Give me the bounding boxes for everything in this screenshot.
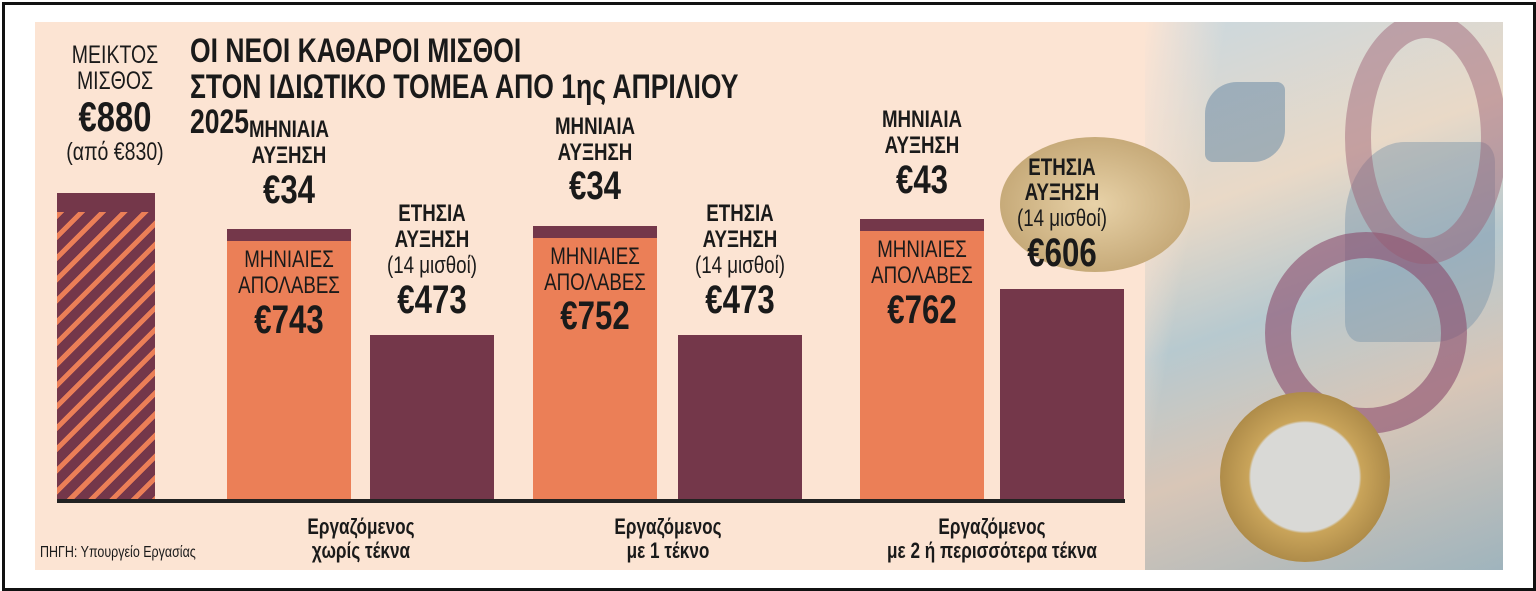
monthly-net-bar — [860, 219, 984, 500]
annual-increase-label-line-3: €606 — [1027, 231, 1097, 276]
x-axis-line — [57, 499, 1125, 503]
gross-label-2: ΜΙΣΘΟΣ — [76, 67, 154, 96]
annual-increase-label-line-1: ΑΥΞΗΣΗ — [1024, 179, 1100, 207]
monthly-increase-label-line-1: ΑΥΞΗΣΗ — [884, 131, 960, 159]
gross-salary-label: ΜΕΙΚΤΟΣ ΜΙΣΘΟΣ €880 (από €830) — [40, 42, 190, 165]
monthly-net-label-line-1: ΑΠΟΛΑΒΕΣ — [871, 261, 973, 289]
annual-increase-label-line-3: €473 — [397, 277, 467, 322]
annual-increase-bar — [1000, 288, 1124, 500]
monthly-increase-label-line-1: ΑΥΞΗΣΗ — [557, 138, 633, 166]
monthly-increase-label-line-2: €43 — [895, 157, 949, 202]
annual-increase-bar — [678, 334, 802, 500]
monthly-increase-label: ΜΗΝΙΑΙΑ ΑΥΞΗΣΗ €43 — [855, 107, 989, 202]
euro-coin-icon — [1220, 392, 1390, 562]
annual-increase-label: ΕΤΗΣΙΑ ΑΥΞΗΣΗ (14 μισθοί) €473 — [365, 201, 499, 322]
annual-increase-label-line-1: ΑΥΞΗΣΗ — [394, 225, 470, 253]
title-line-2: ΣΤΟΝ ΙΔΙΩΤΙΚΟ ΤΟΜΕΑ ΑΠΟ 1ης ΑΠΡΙΛΙΟΥ 202… — [190, 67, 739, 142]
category-label-line-1: με 2 ή περισσότερα τέκνα — [887, 537, 1097, 563]
gross-value: €880 — [78, 92, 152, 140]
category-label: Εργαζόμενος με 2 ή περισσότερα τέκνα — [832, 515, 1152, 563]
title-line-1: ΟΙ ΝΕΟΙ ΚΑΘΑΡΟΙ ΜΙΣΘΟΙ — [190, 32, 522, 70]
monthly-increase-label-line-0: ΜΗΝΙΑΙΑ — [554, 112, 636, 140]
monthly-net-label-line-0: ΜΗΝΙΑΙΕΣ — [244, 245, 334, 273]
gross-salary-bar — [57, 192, 155, 500]
monthly-increase-segment — [227, 228, 351, 241]
category-label: Εργαζόμενος χωρίς τέκνα — [201, 515, 521, 563]
category-label-line-0: Εργαζόμενος — [306, 514, 415, 539]
chart-title: ΟΙ ΝΕΟΙ ΚΑΘΑΡΟΙ ΜΙΣΘΟΙ ΣΤΟΝ ΙΔΙΩΤΙΚΟ ΤΟΜ… — [190, 32, 752, 142]
source-note: ΠΗΓΗ: Υπουργείο Εργασίας — [40, 544, 196, 561]
monthly-net-label-line-2: €762 — [887, 287, 957, 332]
annual-increase-label-line-3: €473 — [705, 277, 775, 322]
monthly-net-label-line-1: ΑΠΟΛΑΒΕΣ — [238, 271, 340, 299]
gross-salary-increase-segment — [57, 192, 155, 211]
monthly-increase-segment — [860, 219, 984, 232]
gross-label-1: ΜΕΙΚΤΟΣ — [71, 41, 159, 69]
monthly-net-label: ΜΗΝΙΑΙΕΣ ΑΠΟΛΑΒΕΣ €762 — [855, 237, 989, 332]
monthly-net-bar — [227, 228, 351, 500]
monthly-increase-label-line-0: ΜΗΝΙΑΙΑ — [248, 115, 330, 143]
monthly-increase-label: ΜΗΝΙΑΙΑ ΑΥΞΗΣΗ €34 — [222, 115, 356, 212]
monthly-increase-label-line-2: €34 — [262, 167, 316, 212]
annual-increase-label: ΕΤΗΣΙΑ ΑΥΞΗΣΗ (14 μισθοί) €606 — [995, 153, 1129, 276]
coin-icon — [1000, 137, 1190, 272]
monthly-net-label: ΜΗΝΙΑΙΕΣ ΑΠΟΛΑΒΕΣ €752 — [528, 242, 662, 339]
gross-previous: (από €830) — [66, 137, 164, 166]
annual-increase-label-line-2: (14 μισθοί) — [1017, 205, 1107, 233]
monthly-increase-label-line-2: €34 — [568, 164, 622, 209]
annual-increase-bar — [370, 334, 494, 500]
monthly-increase-label-line-1: ΑΥΞΗΣΗ — [251, 141, 327, 169]
monthly-net-label-line-0: ΜΗΝΙΑΙΕΣ — [550, 242, 640, 270]
category-label-line-1: χωρίς τέκνα — [311, 537, 410, 563]
category-label-line-1: με 1 τέκνο — [626, 537, 709, 563]
monthly-net-bar — [533, 225, 657, 500]
monthly-net-label: ΜΗΝΙΑΙΕΣ ΑΠΟΛΑΒΕΣ €743 — [222, 245, 356, 342]
annual-increase-label-line-2: (14 μισθοί) — [695, 251, 785, 279]
euro-banknotes-image — [1000, 22, 1503, 570]
monthly-net-label-line-1: ΑΠΟΛΑΒΕΣ — [544, 268, 646, 296]
category-label: Εργαζόμενος με 1 τέκνο — [508, 515, 828, 563]
annual-increase-label-line-0: ΕΤΗΣΙΑ — [398, 199, 466, 227]
monthly-net-label-line-2: €752 — [560, 294, 630, 339]
monthly-increase-label-line-0: ΜΗΝΙΑΙΑ — [881, 106, 963, 134]
annual-increase-label: ΕΤΗΣΙΑ ΑΥΞΗΣΗ (14 μισθοί) €473 — [673, 201, 807, 322]
annual-increase-label-line-0: ΕΤΗΣΙΑ — [1028, 153, 1096, 181]
monthly-net-label-line-0: ΜΗΝΙΑΙΕΣ — [877, 236, 967, 264]
category-label-line-0: Εργαζόμενος — [613, 514, 722, 539]
category-label-line-0: Εργαζόμενος — [938, 514, 1046, 539]
monthly-increase-segment — [533, 225, 657, 238]
monthly-increase-label: ΜΗΝΙΑΙΑ ΑΥΞΗΣΗ €34 — [528, 112, 662, 209]
annual-increase-label-line-2: (14 μισθοί) — [387, 251, 477, 279]
monthly-net-label-line-2: €743 — [254, 297, 324, 342]
annual-increase-label-line-1: ΑΥΞΗΣΗ — [702, 225, 778, 253]
annual-increase-label-line-0: ΕΤΗΣΙΑ — [706, 199, 774, 227]
